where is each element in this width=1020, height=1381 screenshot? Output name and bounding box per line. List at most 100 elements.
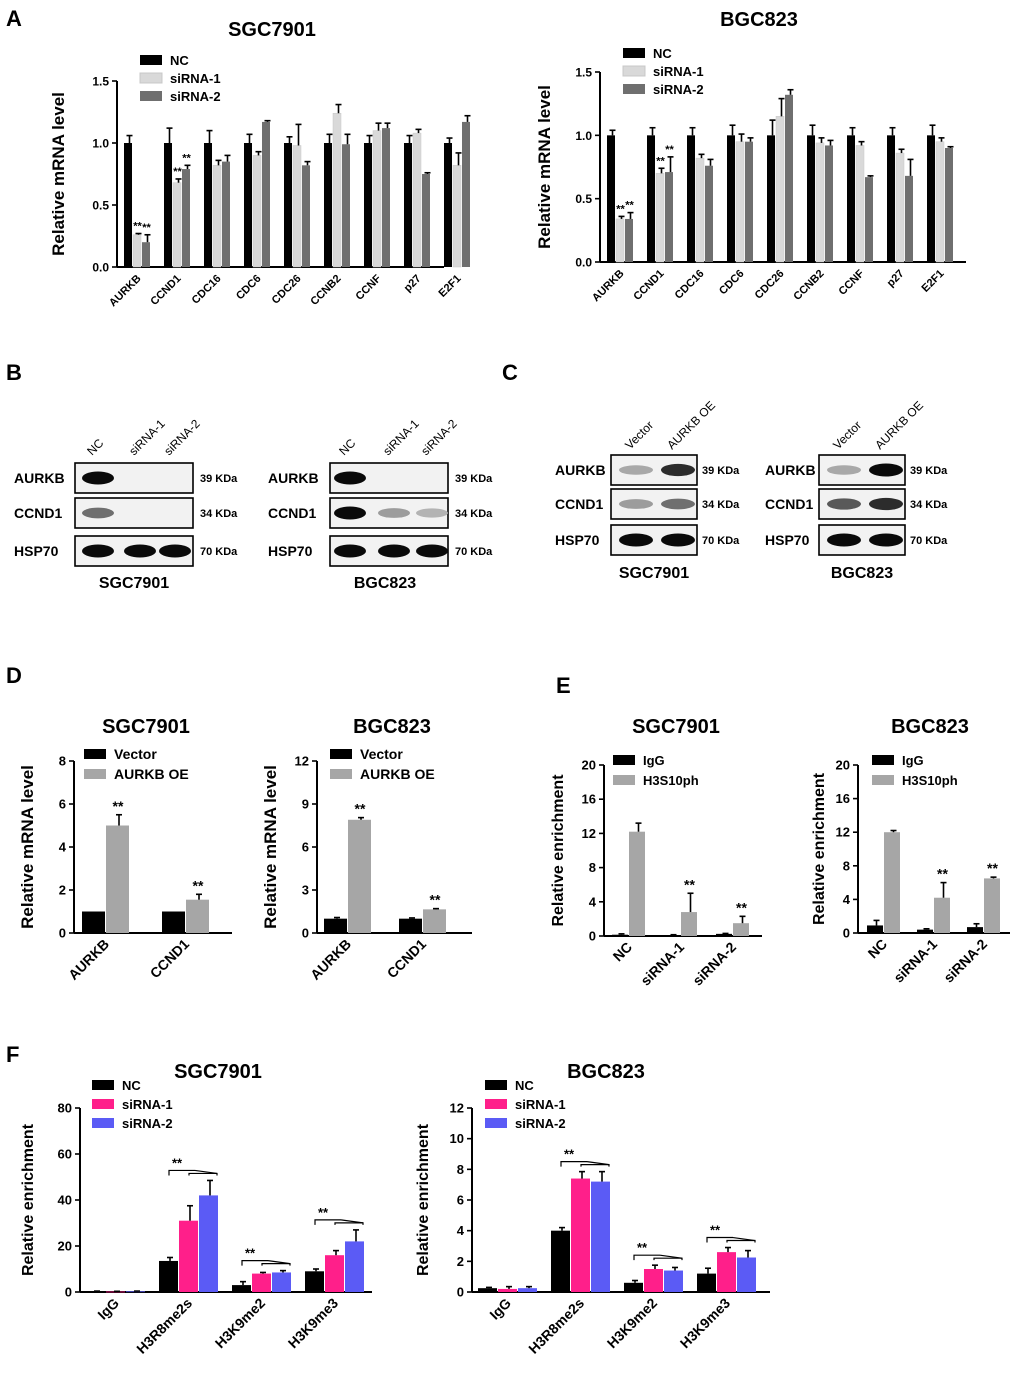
protein-label: AURKB <box>14 470 65 486</box>
protein-band <box>827 498 861 510</box>
chart-d-bgc823: BGC823 Relative mRNA level 0 3 6 9 12 AURKB CCND… <box>261 716 472 983</box>
protein-band <box>159 544 191 558</box>
x-tick-label: CCND1 <box>147 936 193 982</box>
x-tick-label: E2F1 <box>437 273 464 300</box>
x-tick-label: H3K9me3 <box>677 1295 734 1352</box>
bar <box>905 175 913 262</box>
lane-label: AURKB OE <box>872 398 926 452</box>
y-tick-label: 8 <box>843 858 850 873</box>
bar <box>382 128 390 267</box>
bar <box>767 135 775 262</box>
y-tick-label: 12 <box>836 825 850 840</box>
significance-mark: ** <box>710 1223 721 1238</box>
bar <box>687 135 695 262</box>
bracket-line <box>241 1260 268 1266</box>
significance-mark: ** <box>937 866 948 882</box>
panel-label-e: E <box>556 673 571 698</box>
bar <box>775 116 785 263</box>
significance-mark: ** <box>142 222 151 234</box>
bar <box>727 135 735 262</box>
bar <box>164 143 172 267</box>
bar <box>935 141 945 263</box>
legend-label: AURKB OE <box>360 766 435 782</box>
protein-band <box>124 544 156 558</box>
chart-f-bgc823: BGC823 Relative enrichment 0 2 4 6 8 10 12 IgG H3R… <box>415 1061 770 1357</box>
legend-swatch <box>330 769 352 779</box>
y-tick-label: 0.5 <box>575 192 592 206</box>
y-tick-label: 1.5 <box>575 66 592 80</box>
legend-label: H3S10ph <box>902 773 958 788</box>
protein-label: AURKB <box>268 470 319 486</box>
y-tick-label: 0 <box>843 926 850 941</box>
legend-swatch <box>485 1080 507 1090</box>
bar <box>106 825 129 933</box>
bar <box>695 157 705 263</box>
protein-band <box>619 499 653 509</box>
protein-band <box>827 533 861 547</box>
legend-swatch <box>622 65 646 77</box>
y-tick-label: 2 <box>59 883 66 898</box>
significance-mark: ** <box>113 798 124 814</box>
chart-a-bgc823: BGC823 Relative mRNA level 0.0 0.5 1.0 1.5 AUR… <box>535 9 966 304</box>
molecular-weight-label: 34 KDa <box>455 508 493 520</box>
bar <box>82 911 105 933</box>
y-tick-label: 12 <box>582 826 596 841</box>
bar <box>159 1260 178 1292</box>
bar <box>199 1195 218 1292</box>
bar <box>212 165 222 268</box>
y-tick-label: 20 <box>582 758 596 773</box>
cell-line-label: BGC823 <box>354 575 416 592</box>
panel-label-c: C <box>502 360 518 385</box>
legend-label: siRNA-2 <box>170 89 221 104</box>
x-tick-label: CDC16 <box>673 268 707 302</box>
x-tick-label: p27 <box>885 268 907 290</box>
legend-swatch <box>613 755 635 765</box>
x-tick-label: CCND1 <box>384 936 430 982</box>
bar <box>865 177 873 262</box>
molecular-weight-label: 70 KDa <box>702 535 740 547</box>
y-tick-label: 12 <box>450 1101 464 1116</box>
chart-title: BGC823 <box>567 1061 645 1083</box>
x-tick-label: H3R8me2s <box>133 1295 195 1357</box>
lane-label: Vector <box>622 418 656 452</box>
legend-swatch <box>330 749 352 759</box>
protein-label: HSP70 <box>765 532 810 548</box>
y-tick-label: 1.0 <box>575 129 592 143</box>
legend-swatch <box>623 48 645 58</box>
legend-label: siRNA-2 <box>122 1116 173 1131</box>
bar <box>292 145 302 268</box>
protein-band <box>334 471 366 485</box>
protein-label: CCND1 <box>14 505 62 521</box>
western-blot-western-c-right: Vector AURKB OE AURKB 39 KDa CCND1 34 KDa HSP7… <box>765 398 948 582</box>
y-tick-label: 0.0 <box>575 256 592 270</box>
protein-label: AURKB <box>555 462 606 478</box>
x-tick-label: AURKB <box>590 268 627 305</box>
y-tick-label: 8 <box>457 1162 464 1177</box>
bar <box>934 897 950 933</box>
bar <box>785 94 793 262</box>
molecular-weight-label: 39 KDa <box>200 473 238 485</box>
bar <box>967 927 983 933</box>
bracket-line <box>706 1236 733 1243</box>
lane-label: siRNA-2 <box>418 416 460 458</box>
y-tick-label: 16 <box>582 792 596 807</box>
significance-mark: ** <box>616 203 625 215</box>
bar <box>302 165 310 267</box>
y-tick-label: 60 <box>58 1147 72 1162</box>
bar <box>664 1270 683 1292</box>
protein-band <box>827 465 861 475</box>
protein-band <box>378 508 410 518</box>
bar <box>716 933 732 936</box>
bar <box>927 135 935 262</box>
y-axis-label: Relative enrichment <box>811 772 828 925</box>
y-tick-label: 16 <box>836 791 850 806</box>
bar <box>855 145 865 263</box>
x-tick-label: p27 <box>402 273 424 295</box>
bar <box>735 141 745 263</box>
western-blot-western-c-left: Vector AURKB OE AURKB 39 KDa CCND1 34 KDa HSP7… <box>555 398 740 582</box>
bar <box>252 1273 271 1292</box>
x-tick-label: CCNF <box>354 272 384 302</box>
